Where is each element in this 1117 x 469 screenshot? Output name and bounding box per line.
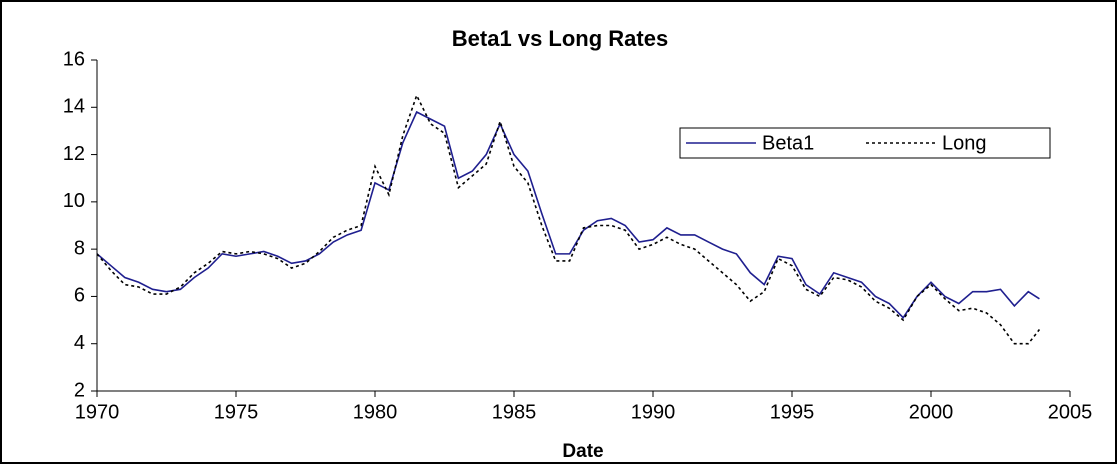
x-tick-label: 1970 [75, 401, 120, 423]
x-tick-label: 1980 [353, 401, 398, 423]
y-tick-label: 6 [74, 285, 85, 307]
chart-title: Beta1 vs Long Rates [452, 26, 668, 51]
x-tick-label: 1975 [214, 401, 259, 423]
x-tick-label: 2000 [909, 401, 954, 423]
x-axis-label: Date [562, 441, 603, 462]
x-tick-label: 1990 [631, 401, 676, 423]
y-tick-label: 14 [63, 96, 85, 118]
line-series [96, 93, 1041, 345]
y-tick-label: 8 [74, 237, 85, 259]
legend-label: Long [942, 132, 987, 154]
x-tick-label: 1995 [770, 401, 815, 423]
y-tick-label: 4 [74, 332, 85, 354]
y-tick-label: 10 [63, 190, 85, 212]
x-tick-label: 2005 [1048, 401, 1093, 423]
y-tick-label: 12 [63, 143, 85, 165]
x-tick-label: 1985 [492, 401, 537, 423]
y-tick-label: 2 [74, 379, 85, 401]
y-tick-label: 16 [63, 48, 85, 70]
legend-label: Beta1 [762, 132, 814, 154]
